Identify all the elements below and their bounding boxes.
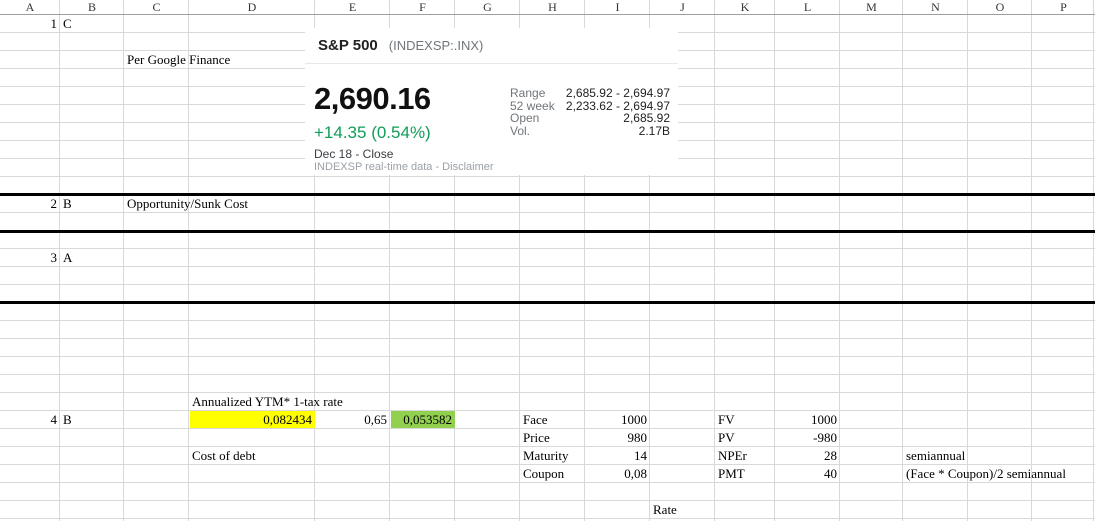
column-header-l[interactable]: L: [803, 0, 812, 14]
stat-52week: 52 week 2,233.62 - 2,694.97: [510, 98, 670, 113]
per-google-finance-note[interactable]: Per Google Finance: [127, 52, 231, 67]
question-3-answer[interactable]: A: [63, 250, 73, 265]
fv-value[interactable]: 1000: [811, 412, 837, 427]
stat-52week-value: 2,233.62 - 2,694.97: [565, 98, 670, 113]
gridline-vertical: [649, 0, 650, 521]
nper-value[interactable]: 28: [824, 448, 837, 463]
face-label[interactable]: Face: [523, 412, 548, 427]
stock-change: +14.35 (0.54%): [314, 123, 431, 142]
stock-disclaimer: INDEXSP real-time data - Disclaimer: [314, 161, 494, 173]
pmt-label[interactable]: PMT: [718, 466, 745, 481]
gridline-vertical: [454, 0, 455, 521]
gridline-vertical: [188, 0, 189, 521]
column-header-a[interactable]: A: [25, 0, 35, 14]
stat-volume-value: 2.17B: [638, 123, 670, 138]
column-header-o[interactable]: O: [995, 0, 1005, 14]
stat-open: Open 2,685.92: [510, 112, 670, 125]
stock-ticker: (INDEXSP:.INX): [388, 38, 484, 53]
maturity-value[interactable]: 14: [634, 448, 647, 463]
gridline-vertical: [123, 0, 124, 521]
pmt-formula-note[interactable]: (Face * Coupon)/2 semiannual: [906, 466, 1066, 481]
widget-divider: [305, 63, 678, 64]
stock-name: S&P 500: [318, 37, 378, 54]
fv-label[interactable]: FV: [718, 412, 735, 427]
column-header-c[interactable]: C: [152, 0, 161, 14]
column-header-j[interactable]: J: [680, 0, 685, 14]
pmt-value[interactable]: 40: [824, 466, 837, 481]
stock-stats: Range 2,685.92 - 2,694.97 52 week 2,233.…: [510, 87, 670, 137]
question-1-number[interactable]: 1: [50, 16, 58, 31]
gridline-vertical: [519, 0, 520, 521]
gridline-vertical: [1093, 0, 1094, 521]
pv-value[interactable]: -980: [813, 430, 837, 445]
section-border-2: [0, 230, 1095, 233]
gridline-vertical: [389, 0, 390, 521]
coupon-value[interactable]: 0,08: [624, 466, 647, 481]
column-header-n[interactable]: N: [931, 0, 940, 14]
stat-range: Range 2,685.92 - 2,694.97: [510, 87, 670, 100]
gridline-vertical: [967, 0, 968, 521]
coupon-label[interactable]: Coupon: [523, 466, 565, 481]
face-value[interactable]: 1000: [621, 412, 647, 427]
maturity-label[interactable]: Maturity: [523, 448, 569, 463]
cost-of-debt-label[interactable]: Cost of debt: [192, 448, 256, 463]
column-header-b[interactable]: B: [87, 0, 96, 14]
column-header-g[interactable]: G: [483, 0, 492, 14]
gridline-vertical: [774, 0, 775, 521]
stat-52week-label: 52 week: [510, 98, 555, 113]
gridline-vertical: [314, 0, 315, 521]
column-header-d[interactable]: D: [247, 0, 257, 14]
rate-label[interactable]: Rate: [653, 502, 677, 517]
gridline-vertical: [839, 0, 840, 521]
section-border-1: [0, 193, 1095, 196]
pv-label[interactable]: PV: [718, 430, 735, 445]
question-4-number[interactable]: 4: [50, 412, 58, 427]
gridline-vertical: [714, 0, 715, 521]
price-value[interactable]: 980: [627, 430, 648, 445]
stat-range-label: Range: [510, 86, 546, 100]
tax-factor-cell[interactable]: 0,65: [364, 412, 387, 427]
gridline-vertical: [584, 0, 585, 521]
column-header-k[interactable]: K: [740, 0, 750, 14]
question-2-answer[interactable]: B: [63, 196, 72, 211]
question-1-answer[interactable]: C: [63, 16, 72, 31]
column-header-m[interactable]: M: [866, 0, 877, 14]
nper-label[interactable]: NPEr: [718, 448, 747, 463]
header-divider: [0, 14, 1095, 15]
annualized-ytm-label[interactable]: Annualized YTM* 1-tax rate: [192, 394, 343, 409]
stat-open-value: 2,685.92: [623, 111, 670, 125]
stat-open-label: Open: [510, 111, 540, 125]
section-border-3: [0, 301, 1095, 304]
gridline-vertical: [59, 0, 60, 521]
question-4-answer[interactable]: B: [63, 412, 72, 427]
stat-volume: Vol. 2.17B: [510, 123, 670, 138]
price-label[interactable]: Price: [523, 430, 550, 445]
stock-quote-widget[interactable]: S&P 500 (INDEXSP:.INX) 2,690.16 +14.35 (…: [305, 28, 678, 175]
question-2-number[interactable]: 2: [50, 196, 58, 211]
stat-range-value: 2,685.92 - 2,694.97: [565, 86, 670, 100]
stock-title-row: S&P 500 (INDEXSP:.INX): [318, 37, 483, 54]
column-header-e[interactable]: E: [348, 0, 357, 14]
column-header-i[interactable]: I: [615, 0, 620, 14]
ytm-value-cell[interactable]: 0,082434: [190, 411, 315, 428]
column-header-f[interactable]: F: [419, 0, 426, 14]
question-3-number[interactable]: 3: [50, 250, 58, 265]
gridline-vertical: [902, 0, 903, 521]
stock-price: 2,690.16: [314, 81, 431, 116]
opportunity-sunk-cost-note[interactable]: Opportunity/Sunk Cost: [127, 196, 248, 211]
stat-volume-label: Vol.: [510, 123, 531, 138]
semiannual-note[interactable]: semiannual: [906, 448, 966, 463]
gridline-vertical: [1031, 0, 1032, 521]
after-tax-cost-cell[interactable]: 0,053582: [391, 411, 455, 428]
column-header-h[interactable]: H: [548, 0, 557, 14]
column-header-p[interactable]: P: [1060, 0, 1067, 14]
stock-date: Dec 18 - Close: [314, 147, 394, 161]
